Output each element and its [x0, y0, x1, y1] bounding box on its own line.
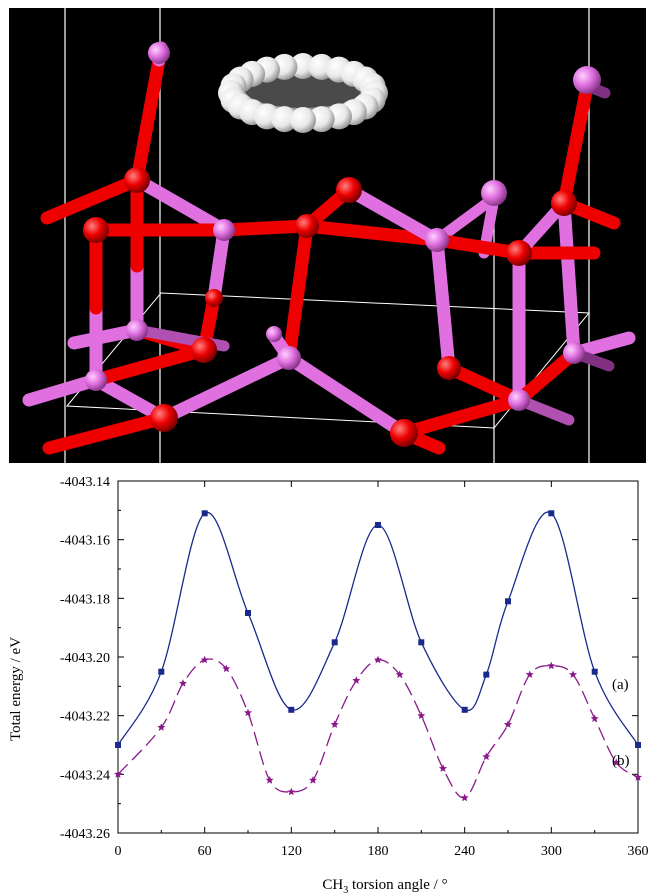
data-point: [287, 787, 296, 796]
data-point: [482, 752, 491, 761]
data-point: [547, 661, 556, 670]
bonds: [22, 41, 636, 455]
hydrogen-atom: [290, 107, 316, 133]
x-tick-label: 120: [281, 844, 302, 859]
x-tick-label: 240: [454, 844, 475, 859]
x-axis-label: CH3 torsion angle / °: [322, 877, 447, 894]
data-point: [635, 742, 641, 748]
data-point: [634, 773, 642, 781]
data-point: [330, 720, 339, 728]
series: [114, 510, 642, 802]
data-point: [244, 708, 252, 717]
x-tick-label: 60: [198, 844, 212, 859]
data-point: [265, 776, 274, 784]
data-point: [158, 668, 165, 675]
data-point: [222, 664, 231, 673]
y-axis-label: Total energy / eV: [8, 637, 24, 741]
data-point: [200, 655, 209, 664]
series-line-a: [117, 511, 639, 746]
data-point: [352, 676, 361, 684]
data-point: [612, 758, 621, 766]
data-point: [114, 770, 122, 778]
molecular-structure-image: [22, 8, 636, 463]
series-line-b: [117, 658, 639, 799]
energy-chart: 0 60 120 180 240 300 360 -4043.14 -4043.16 -4043.…: [8, 475, 649, 894]
hydrogen-atom: [290, 53, 316, 79]
data-point: [115, 742, 121, 748]
axes: 0 60 120 180 240 300 360 -4043.14 -4043.16 -4043.…: [60, 475, 649, 859]
hydrogen-atom: [308, 106, 335, 133]
hydrogen-rotor-ring: [218, 53, 388, 133]
data-point: [331, 639, 338, 646]
energy-chart-panel: 0 60 120 180 240 300 360 -4043.14 -4043.16 -4043.…: [0, 463, 655, 894]
series-label-b: (b): [612, 753, 630, 769]
data-point: [157, 723, 166, 731]
series-label-a: (a): [612, 677, 629, 693]
data-point: [483, 671, 490, 678]
data-point: [460, 793, 469, 802]
data-point: [309, 776, 317, 784]
y-tick-label: -4043.22: [60, 710, 110, 725]
data-point: [461, 706, 468, 713]
data-point: [417, 711, 426, 720]
data-point: [395, 670, 404, 678]
data-point: [375, 522, 381, 528]
y-tick-label: -4043.26: [60, 827, 110, 842]
labels: Total energy / eV CH3 torsion angle / ° …: [8, 637, 630, 894]
y-tick-label: -4043.24: [60, 768, 110, 783]
x-tick-label: 0: [115, 844, 122, 859]
data-point: [418, 639, 425, 646]
x-tick-label: 360: [628, 844, 649, 859]
x-tick-label: 180: [368, 844, 389, 859]
data-point: [288, 706, 295, 713]
data-point: [439, 764, 447, 772]
molecular-structure-panel: [9, 8, 646, 463]
data-point: [179, 679, 187, 687]
data-point: [504, 720, 512, 728]
atoms: [83, 42, 601, 447]
data-point: [569, 670, 577, 678]
data-point: [591, 668, 598, 675]
data-point: [590, 714, 599, 722]
data-point: [525, 670, 534, 678]
data-point: [505, 598, 511, 605]
x-tick-label: 300: [541, 844, 562, 859]
hydrogen-atom: [271, 106, 298, 133]
y-tick-label: -4043.14: [60, 475, 110, 490]
y-tick-label: -4043.18: [60, 592, 110, 607]
data-point: [548, 510, 555, 517]
y-tick-label: -4043.16: [60, 534, 110, 549]
data-point: [201, 510, 208, 517]
y-tick-label: -4043.20: [60, 651, 110, 666]
data-point: [245, 610, 251, 616]
data-point: [374, 655, 382, 664]
